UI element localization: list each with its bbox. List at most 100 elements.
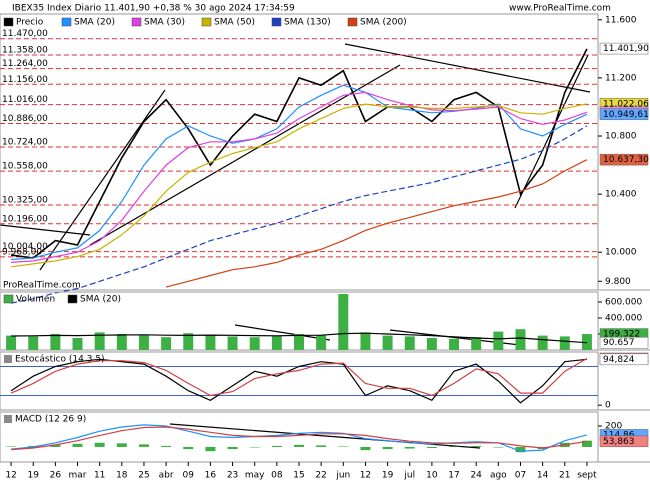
legend-swatch: [131, 17, 142, 27]
legend-swatch: [271, 17, 282, 27]
bar: [360, 446, 371, 451]
value-marker-label: 94,824: [603, 355, 635, 365]
level-label: 10.886,00: [2, 114, 48, 124]
x-tick-label: 19: [382, 471, 394, 481]
value-marker-label: 53,863: [603, 437, 635, 447]
value-marker: [599, 353, 649, 366]
level-label: 10.325,00: [2, 196, 48, 206]
bar: [581, 440, 592, 447]
trendline: [234, 324, 331, 341]
series-line: [10, 48, 588, 259]
legend-swatch: [201, 17, 212, 27]
x-tick-label: jul: [403, 471, 415, 481]
bar: [94, 442, 105, 447]
x-tick-label: 10: [426, 471, 438, 481]
x-tick-label: 08: [271, 471, 283, 481]
panel-title: Estocástico (14 3 5): [15, 355, 105, 365]
bar: [28, 336, 39, 350]
y-tick-label: 9.800: [605, 277, 631, 287]
x-tick-label: 16: [205, 471, 217, 481]
legend-swatch: [3, 17, 14, 27]
level-label: 11.016,00: [2, 95, 48, 105]
trendline: [39, 89, 166, 271]
bar: [183, 446, 194, 450]
level-label: 9.968,00: [2, 247, 42, 257]
x-tick-label: 11: [94, 471, 105, 481]
value-marker: [599, 336, 649, 349]
bar: [161, 445, 172, 447]
value-marker-label: 11.022,06: [603, 99, 649, 109]
bar: [50, 334, 61, 350]
bar: [271, 445, 282, 447]
legend-label: SMA (200): [360, 18, 407, 28]
y-tick-label: 11.600: [605, 15, 637, 25]
x-tick-label: 14: [537, 471, 549, 481]
legend-label: Volumen: [16, 295, 55, 305]
x-tick-label: jun: [335, 471, 350, 481]
bar: [449, 446, 460, 447]
bar: [249, 337, 260, 350]
trendline: [0, 224, 91, 236]
bar: [161, 337, 172, 350]
bar: [6, 446, 17, 447]
legend-label: SMA (20): [74, 18, 115, 28]
bar: [426, 446, 437, 449]
level-label: 11.470,00: [2, 29, 48, 39]
y-tick-label: 400.000: [605, 314, 642, 324]
title-icon: [4, 355, 12, 363]
bar: [316, 334, 327, 350]
level-label: 11.358,00: [2, 45, 48, 55]
bar: [183, 333, 194, 350]
value-marker-label: 90.657: [603, 338, 635, 348]
x-tick-label: 24: [470, 471, 482, 481]
bar: [515, 329, 526, 350]
bar: [227, 446, 238, 450]
bar: [116, 334, 127, 350]
level-label: 10.724,00: [2, 138, 48, 148]
series-line: [10, 125, 588, 304]
bar: [360, 332, 371, 350]
value-marker: [599, 42, 649, 55]
bar: [205, 334, 216, 350]
series-line: [11, 103, 588, 268]
bar: [316, 445, 327, 447]
bar: [116, 443, 127, 447]
series-line: [11, 91, 588, 263]
legend-label: SMA (30): [144, 18, 185, 28]
bar: [249, 446, 260, 448]
legend-label: SMA (130): [284, 18, 331, 28]
bar: [559, 336, 570, 350]
bar: [404, 446, 415, 449]
panel-frame: [0, 351, 599, 411]
bar: [493, 446, 504, 448]
x-tick-label: 12: [360, 471, 371, 481]
bar: [138, 335, 149, 350]
x-tick-label: 09: [183, 471, 195, 481]
legend-swatch: [3, 294, 14, 304]
bar: [294, 444, 304, 447]
series-line: [11, 332, 587, 344]
x-tick-label: 25: [138, 471, 149, 481]
legend-swatch: [67, 294, 78, 304]
value-marker: [599, 153, 649, 166]
y-tick-label: 10.400: [605, 190, 637, 200]
bar: [493, 331, 504, 350]
panel-title: MACD (12 26 9): [15, 415, 86, 425]
bar: [227, 336, 238, 350]
bar: [205, 446, 216, 452]
legend-label: Precio: [16, 18, 44, 28]
bar: [449, 338, 460, 350]
y-tick-label: 0: [605, 401, 611, 411]
value-marker-label: 10.949,61: [603, 110, 649, 120]
series-line: [11, 426, 587, 451]
value-marker: [599, 435, 649, 448]
y-tick-label: 600.000: [605, 298, 642, 308]
level-label: 10.558,00: [2, 162, 48, 172]
x-tick-label: 22: [315, 471, 326, 481]
value-marker-label: 10.637,30: [603, 155, 649, 165]
bar: [382, 335, 393, 350]
x-tick-label: 15: [293, 471, 304, 481]
bar: [6, 335, 17, 350]
